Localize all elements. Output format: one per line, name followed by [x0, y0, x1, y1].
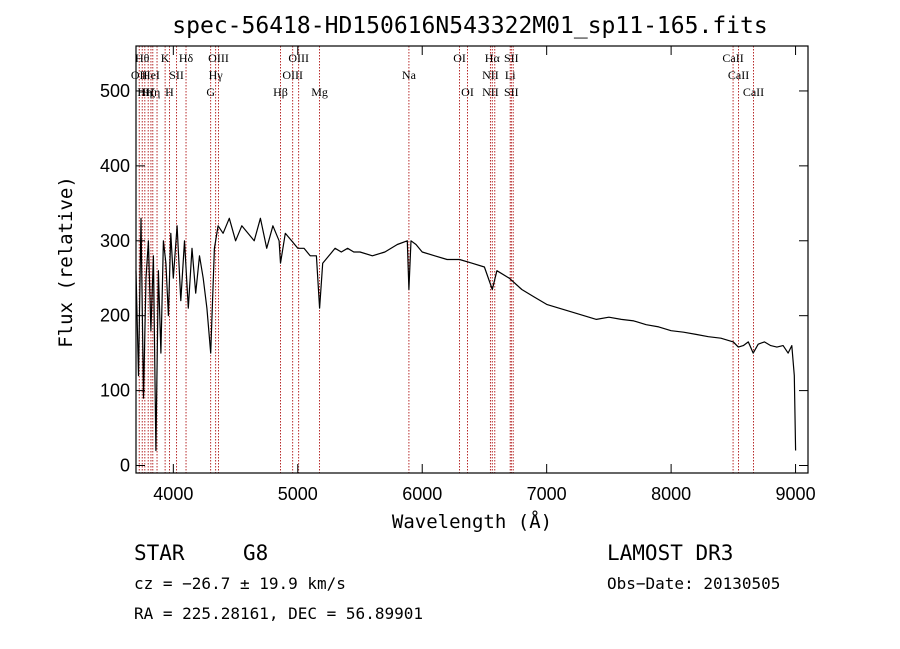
x-tick-label-4: 8000: [651, 484, 691, 504]
line-label-14-0: Hβ: [273, 85, 288, 99]
redshift-value: cz = −26.7 ± 19.9 km/s: [134, 574, 346, 593]
x-tick-label-2: 6000: [402, 484, 442, 504]
x-tick-label-1: 5000: [278, 484, 318, 504]
line-label-21-0: NII: [482, 68, 499, 82]
line-label-13-0: OIII: [208, 51, 229, 65]
y-tick-label-4: 400: [100, 156, 130, 176]
line-label-5-0: Hη: [145, 85, 160, 99]
line-label-8-0: H: [165, 85, 174, 99]
line-label-22-0: Hα: [485, 51, 501, 65]
line-label-25-0: SII: [504, 51, 519, 65]
plot-frame: [135, 45, 809, 474]
y-axis-label: Flux (relative): [55, 176, 77, 348]
x-tick-label-3: 7000: [527, 484, 567, 504]
line-label-18-0: Na: [402, 68, 417, 82]
coordinates: RA = 225.28161, DEC = 56.89901: [134, 604, 423, 623]
line-label-7-0: K: [161, 51, 170, 65]
y-tick-label-0: 0: [120, 456, 130, 476]
spectrum-line: [135, 217, 797, 452]
line-label-1-0: Hθ: [135, 51, 150, 65]
line-label-29-0: CaII: [743, 85, 764, 99]
y-tick-label-3: 300: [100, 231, 130, 251]
line-label-16-0: OIII: [288, 51, 309, 65]
y-tick-label-5: 500: [100, 81, 130, 101]
line-label-3-0: Hζ: [141, 85, 155, 99]
emission-line-markers: [138, 46, 754, 473]
line-label-20-0: OI: [461, 85, 474, 99]
line-label-21-1: NII: [482, 85, 499, 99]
line-label-11-0: G: [206, 85, 215, 99]
line-label-25-1: SII: [504, 85, 519, 99]
axis-ticks: 4000 5000 6000 7000 8000 9000 0 100 200 300 400 500: [100, 46, 816, 504]
y-tick-label-2: 200: [100, 306, 130, 326]
line-label-2-0: Hη: [137, 85, 152, 99]
chart-title: spec-56418-HD150616N543322M01_sp11-165.f…: [172, 13, 767, 39]
line-label-10-0: Hδ: [179, 51, 194, 65]
survey-name: LAMOST DR3: [607, 541, 733, 565]
line-label-17-0: Mg: [311, 85, 328, 99]
line-label-12-0: Hγ: [209, 68, 224, 82]
line-label-19-0: OI: [453, 51, 466, 65]
line-label-28-0: CaII: [728, 68, 749, 82]
y-tick-label-1: 100: [100, 381, 130, 401]
line-label-0-0: OII: [131, 68, 148, 82]
line-label-9-0: SII: [169, 68, 184, 82]
object-subclass: G8: [243, 541, 268, 565]
observation-date: Obs−Date: 20130505: [607, 574, 780, 593]
x-axis-label: Wavelength (Å): [392, 510, 552, 533]
line-label-24-0: Li: [505, 68, 516, 82]
line-label-4-0: HeI: [142, 68, 160, 82]
line-label-27-0: CaII: [722, 51, 743, 65]
line-label-15-0: OIII: [282, 68, 303, 82]
object-class: STAR: [134, 541, 185, 565]
x-tick-label-0: 4000: [153, 484, 193, 504]
spectrum-series: [135, 217, 797, 452]
x-tick-label-5: 9000: [776, 484, 816, 504]
